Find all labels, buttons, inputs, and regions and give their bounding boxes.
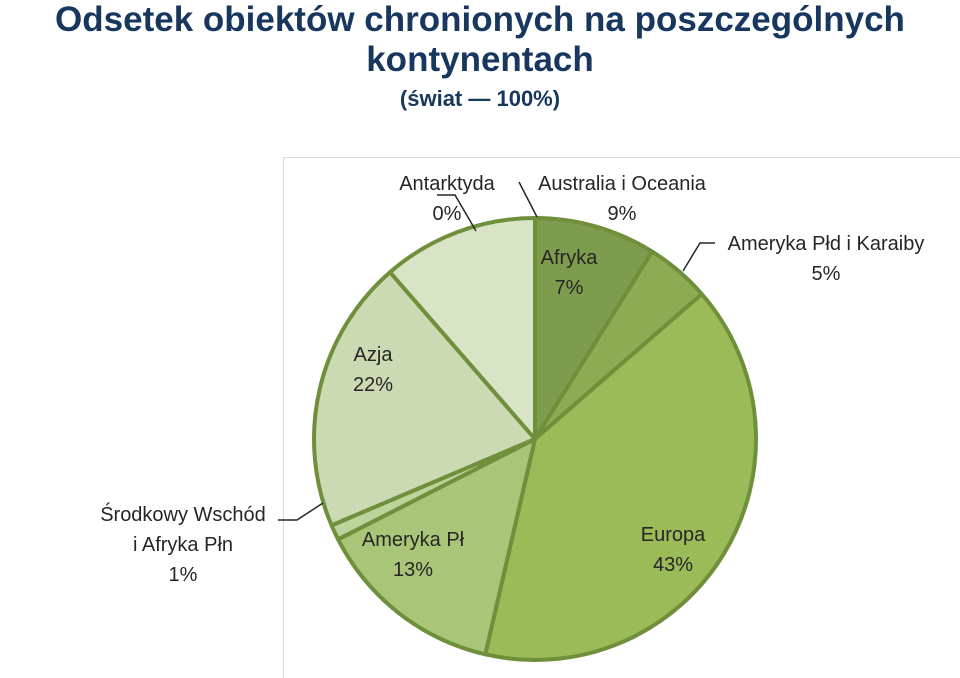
chart-subtitle: (świat — 100%)	[399, 86, 561, 111]
pie-slice-6	[312, 270, 537, 528]
title-block: Odsetek obiektów chronionych na poszczeg…	[0, 0, 960, 112]
pie-slices	[312, 216, 758, 662]
label-australia-1: Australia i Oceania	[538, 173, 707, 195]
label-azja-2: 22%	[353, 374, 393, 396]
label-antarktyda-1: Antarktyda	[399, 173, 495, 195]
label-srodkowy-3: 1%	[169, 564, 198, 586]
leader-line-3	[682, 242, 715, 272]
leader-lines	[278, 181, 715, 521]
leader-line-2	[518, 181, 538, 218]
label-ameryka_pl-1: Ameryka Pł	[362, 529, 465, 551]
leader-line-1	[437, 194, 477, 232]
pie-slice-3	[483, 292, 758, 662]
label-azja-1: Azja	[354, 344, 394, 366]
label-srodkowy-1: Środkowy Wschód	[100, 502, 266, 526]
pie-slice-7	[388, 216, 537, 441]
label-afryka-1: Afryka	[541, 247, 599, 269]
chart-title-line-2: kontynentach	[366, 40, 594, 79]
label-ameryka_pld-1: Ameryka Płd i Karaiby	[728, 233, 925, 255]
pie-slice-4	[336, 437, 537, 657]
leader-line-4	[278, 502, 324, 521]
label-australia-2: 9%	[608, 203, 637, 225]
label-srodkowy-2: i Afryka Płn	[133, 534, 233, 556]
plot-area-frame	[283, 157, 960, 678]
label-europa-2: 43%	[653, 554, 693, 576]
chart-title-line-1: Odsetek obiektów chronionych na poszczeg…	[55, 0, 905, 39]
label-antarktyda-2: 0%	[433, 203, 462, 225]
pie-slice-1	[533, 216, 655, 441]
label-europa-1: Europa	[641, 524, 706, 546]
label-ameryka_pl-2: 13%	[393, 559, 433, 581]
label-afryka-2: 7%	[555, 277, 584, 299]
slice-labels: Antarktyda 0% Australia i Oceania 9% Afryka 7…	[100, 173, 924, 586]
label-ameryka_pld-2: 5%	[812, 263, 841, 285]
